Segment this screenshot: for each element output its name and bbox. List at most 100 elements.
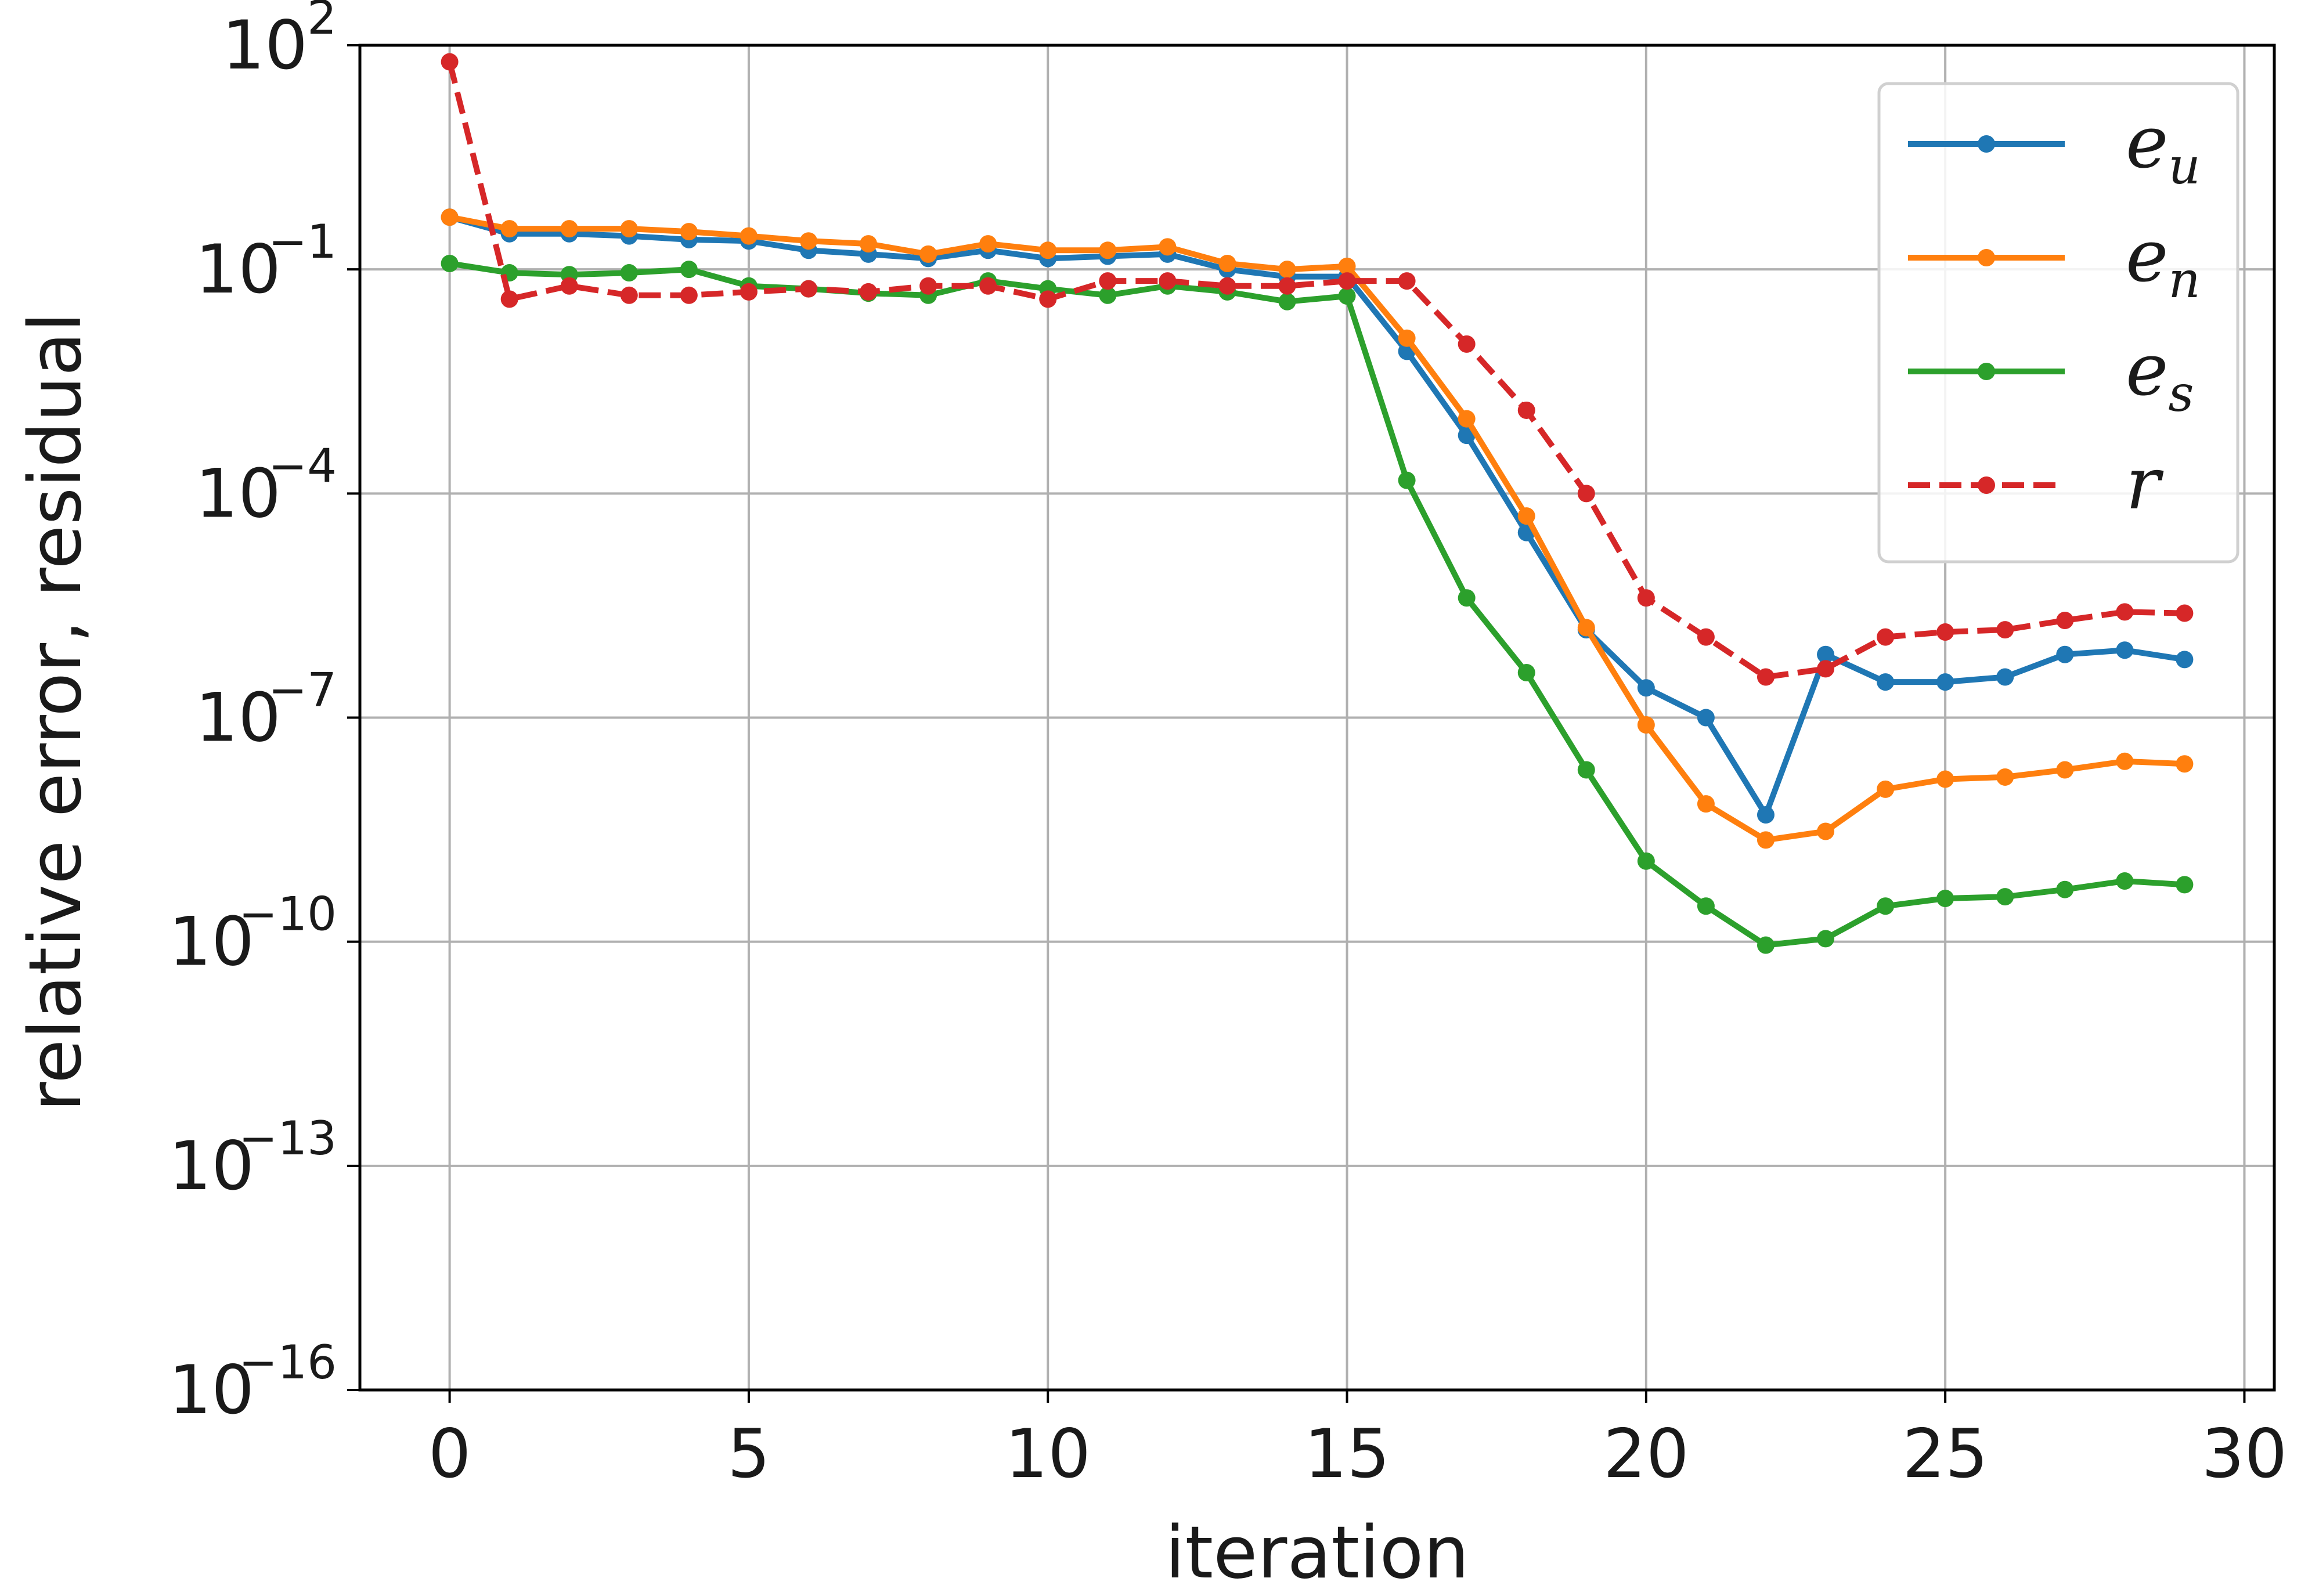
data-point-e_n <box>1159 238 1177 256</box>
y-tick-exponent: −13 <box>239 1111 337 1165</box>
legend-label-subscript: u <box>2168 138 2200 196</box>
data-point-e_s <box>1577 761 1595 779</box>
data-point-r <box>919 277 937 295</box>
series-line-r <box>446 61 2185 680</box>
data-point-e_n <box>680 223 698 241</box>
legend-swatch-marker <box>1978 476 1995 494</box>
data-point-e_n <box>860 235 878 253</box>
data-point-r <box>1338 272 1356 290</box>
data-point-e_n <box>500 220 518 238</box>
data-point-e_s <box>1517 664 1535 682</box>
data-point-e_n <box>740 227 758 245</box>
data-point-e_s <box>1338 287 1356 305</box>
x-tick-label: 10 <box>1005 1415 1091 1493</box>
legend-label-subscript: n <box>2168 251 2200 309</box>
y-tick-exponent: 2 <box>307 0 337 45</box>
y-tick-label: 210 <box>222 0 337 85</box>
y-tick-base: 10 <box>168 1127 254 1205</box>
data-point-e_n <box>1517 507 1535 525</box>
x-tick-label: 30 <box>2202 1415 2288 1493</box>
legend-swatch-marker <box>1978 249 1995 266</box>
data-point-r <box>1936 623 1954 641</box>
data-point-e_s <box>1697 897 1715 915</box>
data-point-r <box>1218 277 1236 295</box>
legend-label: r <box>2126 442 2164 526</box>
data-point-e_u <box>1757 806 1775 824</box>
y-tick-base: 10 <box>195 230 281 309</box>
data-point-r <box>620 286 638 304</box>
y-tick-base: 10 <box>195 679 281 757</box>
legend-entry-e_s: es <box>1908 328 2194 423</box>
data-point-r <box>1697 628 1715 646</box>
data-point-r <box>1517 401 1535 419</box>
data-point-e_s <box>1817 930 1835 948</box>
y-tick-base: 10 <box>222 6 308 85</box>
data-point-e_u <box>1637 679 1655 697</box>
x-tick-label: 0 <box>428 1415 471 1493</box>
data-point-r <box>680 286 698 304</box>
y-tick-exponent: −4 <box>268 439 337 493</box>
data-point-e_n <box>1817 822 1835 840</box>
data-point-r <box>1757 668 1775 686</box>
data-point-r <box>1817 660 1835 678</box>
legend-swatch-marker <box>1978 363 1995 380</box>
legend-label-subscript: s <box>2168 365 2194 423</box>
data-point-e_n <box>1099 241 1117 259</box>
data-point-e_n <box>1996 768 2014 786</box>
data-point-e_n <box>1458 410 1476 428</box>
x-tick-label: 20 <box>1603 1415 1689 1493</box>
data-point-e_u <box>1996 668 2014 686</box>
data-point-e_u <box>1936 673 1954 691</box>
data-point-e_u <box>2176 651 2194 669</box>
y-tick-exponent: −10 <box>239 887 337 941</box>
legend-entry-r: r <box>1908 442 2164 526</box>
data-point-e_s <box>1278 293 1296 310</box>
data-point-e_n <box>1398 329 1416 347</box>
data-point-e_s <box>441 254 459 272</box>
data-point-e_u <box>2116 641 2134 659</box>
data-point-r <box>979 277 997 295</box>
y-tick-exponent: −7 <box>268 663 337 717</box>
legend-label: es <box>2126 328 2194 423</box>
series-e_n <box>441 208 2194 849</box>
data-point-e_s <box>1458 589 1476 607</box>
data-point-e_n <box>799 232 817 250</box>
data-point-e_s <box>1996 888 2014 906</box>
data-point-r <box>500 290 518 308</box>
data-point-e_s <box>1637 852 1655 870</box>
data-point-e_n <box>1637 716 1655 734</box>
data-point-e_n <box>1218 254 1236 272</box>
data-point-e_s <box>2176 876 2194 894</box>
data-point-e_n <box>1039 241 1057 259</box>
data-point-e_n <box>2116 752 2134 770</box>
data-point-e_n <box>1338 257 1356 275</box>
series-line-e_u <box>449 214 2185 818</box>
data-point-e_s <box>1398 471 1416 489</box>
x-tick-label: 25 <box>1902 1415 1988 1493</box>
x-axis-label: iteration <box>1165 1511 1469 1595</box>
data-point-e_n <box>1278 261 1296 279</box>
data-point-e_n <box>2056 761 2074 779</box>
y-tick-label: −710 <box>195 663 337 757</box>
data-point-r <box>560 277 578 295</box>
data-point-e_n <box>441 208 459 226</box>
data-point-e_s <box>620 264 638 282</box>
data-point-e_s <box>1757 936 1775 954</box>
data-point-r <box>1159 272 1177 290</box>
data-point-e_n <box>560 220 578 238</box>
data-point-r <box>1099 272 1117 290</box>
legend-swatch-marker <box>1978 135 1995 153</box>
series-layer <box>441 53 2194 954</box>
data-point-r <box>1458 335 1476 353</box>
data-point-r <box>1278 277 1296 295</box>
data-point-e_n <box>1757 831 1775 849</box>
y-tick-base: 10 <box>168 1351 254 1429</box>
data-point-r <box>2056 612 2074 630</box>
data-point-e_n <box>979 235 997 253</box>
data-point-e_n <box>919 245 937 263</box>
y-axis-label: relative error, residual <box>14 312 98 1112</box>
